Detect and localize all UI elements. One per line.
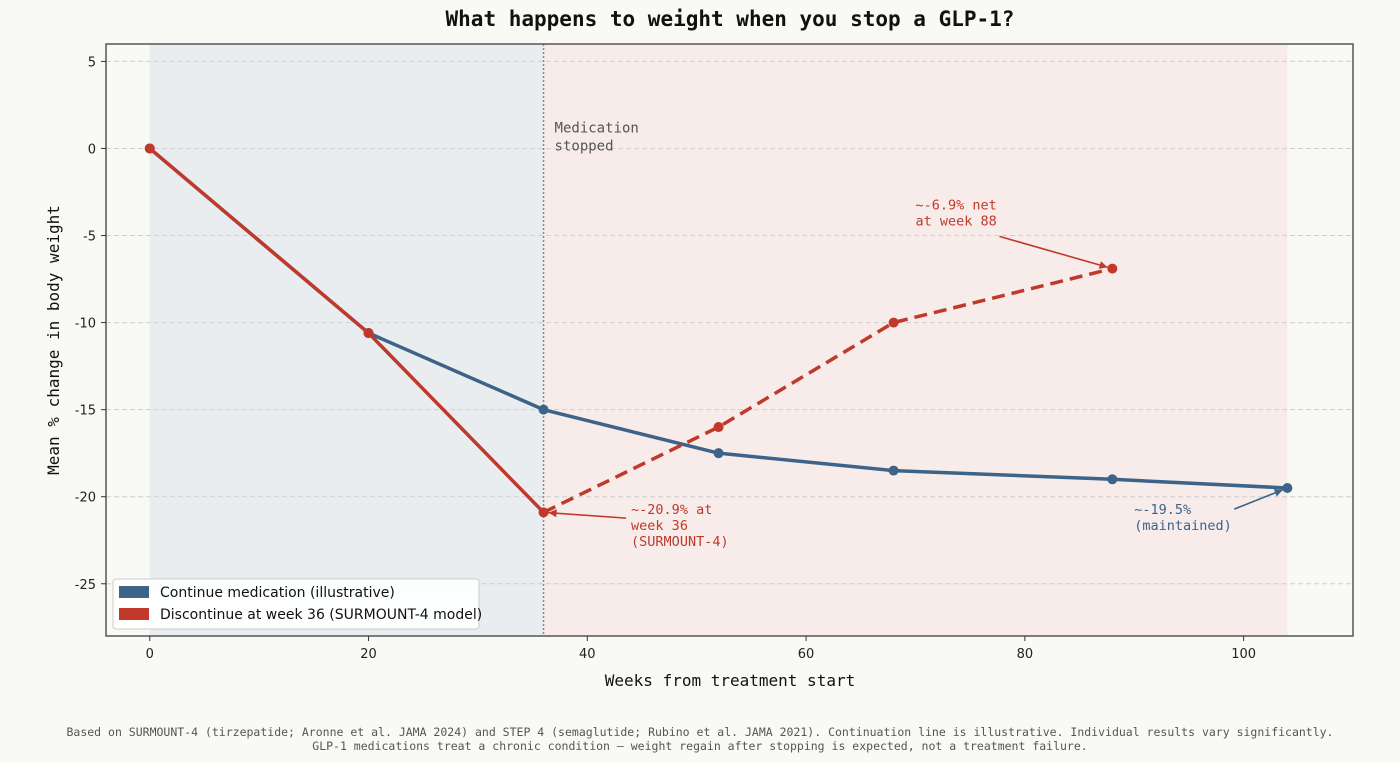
annotation-line: (SURMOUNT-4) [631, 534, 729, 550]
legend: Continue medication (illustrative) Discon… [112, 578, 482, 630]
label-line: stopped [555, 138, 614, 154]
axes-frame [105, 43, 1354, 637]
data-point [1282, 483, 1293, 493]
data-point [363, 328, 374, 339]
annotation-line: (maintained) [1134, 518, 1232, 534]
annotation-arrow [548, 511, 627, 519]
x-tick-label: 0 [146, 647, 154, 662]
shaded-region-on-treatment [149, 44, 544, 636]
plot-area: Medication stopped ~-20.9% at week 36 (SURMO… [75, 43, 1354, 662]
shaded-region-post-discontinuation [543, 44, 1288, 636]
x-tick-label: 20 [360, 647, 377, 662]
annotation-text: ~-20.9% at week 36 (SURMOUNT-4) [631, 502, 729, 550]
legend-swatch [119, 586, 149, 598]
data-point [538, 404, 549, 415]
y-tick-label: -5 [83, 230, 96, 245]
annotation-line: at week 88 [915, 213, 996, 229]
data-point [1107, 263, 1118, 274]
y-tick-label: -10 [75, 317, 96, 332]
data-point [538, 507, 549, 518]
chart-title: What happens to weight when you stop a G… [446, 7, 1015, 31]
annotation-line: ~-6.9% net [915, 197, 996, 213]
y-tick-label: 0 [88, 142, 96, 157]
footnote-line-2: GLP-1 medications treat a chronic condit… [312, 739, 1087, 753]
annotation-arrowhead [1098, 261, 1108, 269]
y-tick-label: -20 [75, 491, 96, 506]
legend-swatch [119, 608, 149, 620]
medication-stopped-label: Medication stopped [555, 120, 639, 154]
legend-label: Continue medication (illustrative) [160, 585, 395, 601]
data-point [713, 448, 724, 459]
data-point [713, 422, 724, 433]
x-axis-label: Weeks from treatment start [605, 671, 855, 690]
legend-box [112, 578, 480, 630]
x-tick-label: 40 [579, 647, 596, 662]
annotation-arrowhead [1273, 489, 1283, 497]
y-tick-label: -25 [75, 578, 96, 593]
annotation-arrow [1233, 489, 1284, 510]
x-tick-label: 60 [798, 647, 815, 662]
y-tick-label: 5 [88, 55, 96, 70]
annotation-text: ~-6.9% net at week 88 [915, 197, 996, 229]
annotation-arrow [999, 235, 1108, 269]
label-line: Medication [555, 120, 639, 136]
series-line-dashed-1 [542, 266, 1113, 514]
y-axis-label: Mean % change in body weight [44, 205, 63, 475]
footnote-line-1: Based on SURMOUNT-4 (tirzepatide; Aronne… [66, 725, 1333, 739]
data-point [144, 143, 155, 154]
annotation-text: ~-19.5% (maintained) [1134, 502, 1232, 534]
legend-label: Discontinue at week 36 (SURMOUNT-4 model… [160, 607, 482, 623]
annotation-line: ~-20.9% at [631, 502, 712, 518]
x-tick-label: 100 [1231, 647, 1256, 662]
y-tick-label: -15 [75, 404, 96, 419]
annotation-line: week 36 [631, 518, 688, 534]
annotation-line: ~-19.5% [1134, 502, 1191, 518]
data-point [888, 465, 899, 476]
annotation-arrowhead [548, 509, 557, 518]
data-point [888, 317, 899, 328]
data-point [1107, 474, 1118, 485]
x-tick-label: 80 [1017, 647, 1034, 662]
